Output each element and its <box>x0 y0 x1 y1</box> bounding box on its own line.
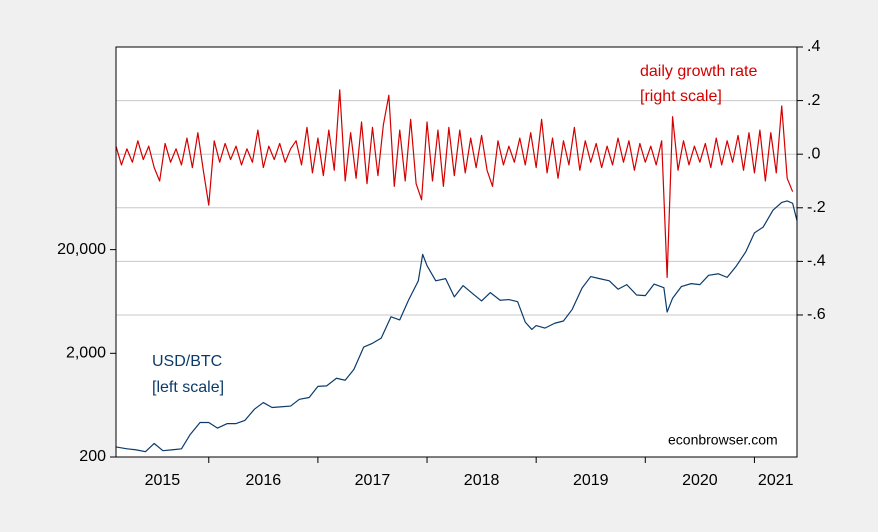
x-tick-label: 2021 <box>758 472 794 489</box>
plot-area <box>116 47 797 457</box>
y-tick-label: 200 <box>79 448 106 465</box>
x-tick-label: 2020 <box>682 472 718 489</box>
y2-tick-label: .2 <box>807 92 820 109</box>
y2-tick-label: -.6 <box>807 306 826 323</box>
annotation: [left scale] <box>152 379 224 396</box>
axes: 200 2,000 20,000 .4 .2 .0 -.2 -.4 -.6 2015 2016 201… <box>57 38 826 489</box>
x-tick-label: 2016 <box>246 472 282 489</box>
plot-frame <box>115 46 798 458</box>
y2-tick-label: .0 <box>807 145 820 162</box>
y-tick-label: 2,000 <box>66 345 106 362</box>
x-tick-label: 2017 <box>355 472 391 489</box>
watermark: econbrowser.com <box>668 432 778 448</box>
y2-tick-label: -.4 <box>807 253 826 270</box>
series-line <box>115 200 798 453</box>
legend-label: USD/BTC <box>152 353 222 370</box>
x-tick-label: 2015 <box>145 472 181 489</box>
series-line <box>115 89 794 279</box>
x-tick-label: 2019 <box>573 472 609 489</box>
legend-label: daily growth rate <box>640 63 757 80</box>
annotation: [right scale] <box>640 88 722 105</box>
x-tick-label: 2018 <box>464 472 500 489</box>
series-lines <box>115 89 798 453</box>
y2-tick-label: .4 <box>807 38 820 55</box>
y-tick-label: 20,000 <box>57 241 106 258</box>
y2-tick-label: -.2 <box>807 199 826 216</box>
